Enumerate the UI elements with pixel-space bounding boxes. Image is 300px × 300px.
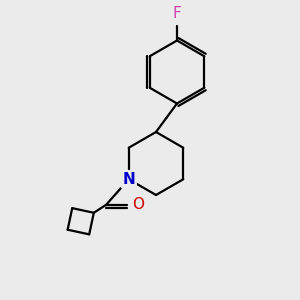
Text: O: O	[133, 197, 145, 212]
Text: F: F	[172, 6, 182, 21]
Text: N: N	[122, 172, 135, 187]
